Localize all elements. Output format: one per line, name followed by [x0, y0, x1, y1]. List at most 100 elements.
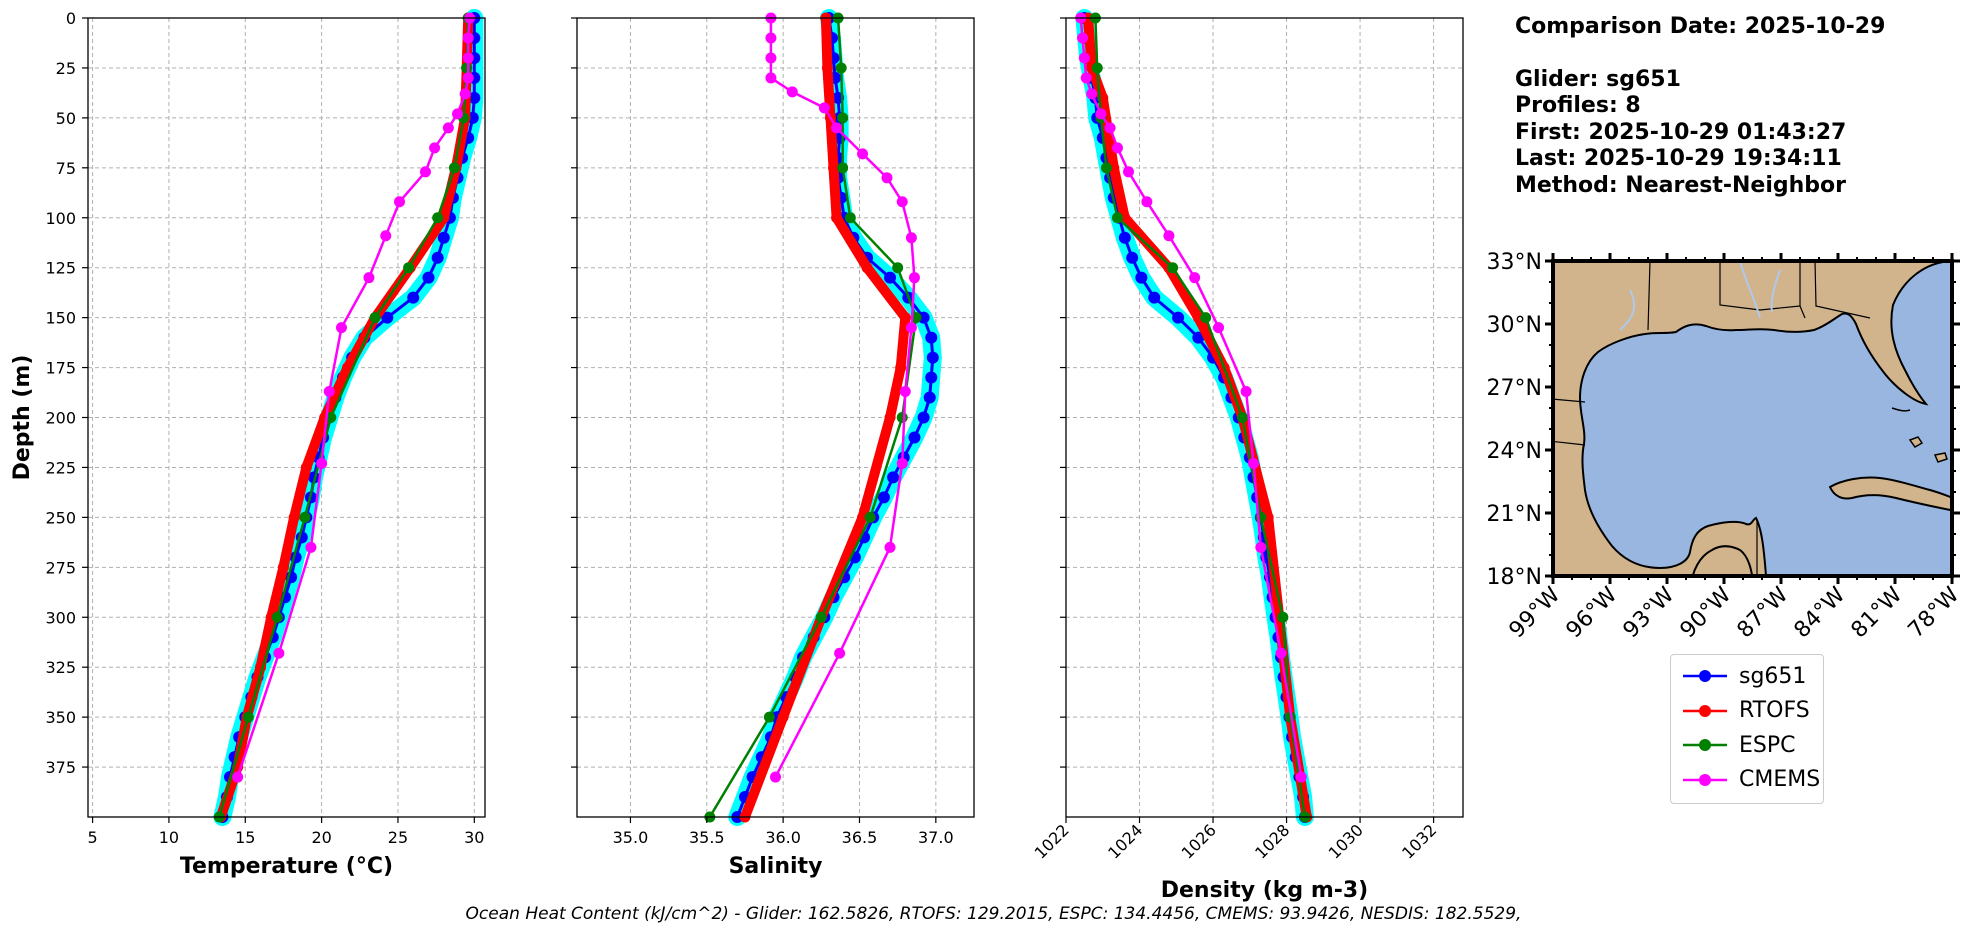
data-point-CMEMS	[765, 72, 777, 84]
map-rivers	[1619, 261, 1781, 331]
map-lon-label: 84°W	[1790, 582, 1851, 643]
legend-swatch	[1683, 704, 1727, 717]
ohc-footer: Ocean Heat Content (kJ/cm^2) - Glider: 1…	[465, 904, 1522, 924]
data-point-RTOFS	[777, 711, 789, 723]
data-point-CMEMS	[881, 172, 893, 184]
map-land-bahamas	[1908, 436, 1948, 463]
legend-item-RTOFS: RTOFS	[1681, 694, 1810, 728]
data-point-CMEMS	[335, 322, 347, 334]
x-tick-label: 10	[159, 828, 179, 847]
y-tick-label: 125	[45, 259, 76, 278]
map-panel: 33°N 30°N 27°N 24°N 21°N 18°N99°W96°W93°W90°W…	[1487, 250, 1965, 643]
data-point-sg651	[1192, 331, 1205, 344]
data-point-sg651	[422, 271, 435, 284]
data-point-CMEMS	[462, 72, 474, 84]
x-tick-label: 5	[87, 828, 97, 847]
data-point-sg651	[917, 311, 930, 324]
data-point-CMEMS	[305, 541, 317, 553]
legend-label: CMEMS	[1739, 767, 1821, 792]
map-frame	[1551, 259, 1954, 578]
x-tick-label: 1026	[1178, 820, 1220, 862]
legend-label: ESPC	[1739, 732, 1796, 758]
data-point-sg651	[923, 391, 936, 404]
y-tick-label: 200	[45, 409, 76, 428]
data-point-ESPC	[763, 711, 775, 723]
data-point-CMEMS	[1255, 541, 1267, 553]
info-block: Comparison Date: 2025-10-29 Glider: sg65…	[1515, 14, 1885, 199]
y-tick-label: 375	[45, 758, 76, 777]
data-point-CMEMS	[1095, 108, 1107, 120]
data-point-ESPC	[892, 262, 904, 274]
x-tick-label: 35.0	[613, 828, 649, 847]
data-point-CMEMS	[899, 386, 911, 398]
panel-3: 1022 1024 1026 1028 1030 1032 Density (kg m-3)	[1031, 9, 1464, 903]
x-tick-label: 1024	[1104, 820, 1146, 862]
series-line-ESPC	[218, 17, 470, 818]
data-point-CMEMS	[1213, 322, 1225, 334]
data-point-sg651	[917, 411, 930, 424]
data-point-ESPC	[242, 711, 254, 723]
map-land-north	[1553, 261, 1952, 576]
map-lat-label: 30°N	[1487, 313, 1542, 338]
data-point-RTOFS	[899, 312, 911, 324]
map-land-yucatan	[1691, 545, 1754, 576]
legend-swatch-marker	[1699, 739, 1711, 751]
data-point-CMEMS	[770, 771, 781, 783]
data-point-CMEMS	[765, 32, 777, 44]
data-point-ESPC	[299, 511, 311, 523]
data-point-sg651	[926, 351, 939, 364]
x-tick-label: 1032	[1398, 820, 1440, 862]
legend-swatch-marker	[1699, 773, 1711, 786]
x-tick-label: 35.5	[689, 828, 725, 847]
map-lon-label: 90°W	[1676, 582, 1737, 643]
x-tick-label: 37.0	[918, 828, 954, 847]
legend-swatch	[1683, 739, 1727, 751]
data-point-ESPC	[1111, 212, 1123, 224]
data-point-CMEMS	[786, 86, 798, 98]
data-point-CMEMS	[419, 166, 431, 178]
series-line-ESPC	[708, 17, 918, 818]
y-tick-label: 50	[56, 109, 76, 128]
x-tick-label: 1028	[1251, 820, 1293, 862]
y-axis-label: Depth (m)	[10, 355, 35, 481]
data-point-CMEMS	[459, 88, 471, 100]
data-point-CMEMS	[1295, 771, 1307, 783]
data-point-CMEMS	[1122, 166, 1134, 178]
glider-name: Glider: sg651	[1515, 66, 1681, 92]
data-point-CMEMS	[1078, 52, 1090, 64]
y-tick-label: 275	[45, 558, 76, 577]
y-tick-label: 250	[45, 508, 76, 527]
data-point-RTOFS	[288, 511, 300, 523]
y-tick-label: 300	[45, 608, 76, 627]
data-point-CMEMS	[1086, 88, 1098, 100]
data-point-RTOFS	[821, 62, 833, 74]
data-point-sg651	[925, 331, 938, 344]
legend-swatch-marker	[1699, 670, 1711, 682]
data-point-ESPC	[1091, 62, 1103, 74]
data-point-RTOFS	[831, 212, 843, 224]
data-point-CMEMS	[429, 142, 441, 154]
x-tick-label: 20	[311, 828, 331, 847]
last-time: Last: 2025-10-29 19:34:11	[1515, 146, 1842, 171]
map-land-florida-keys	[1891, 407, 1911, 412]
x-axis-label: Salinity	[729, 854, 823, 879]
data-point-ESPC	[815, 611, 827, 623]
legend-swatch	[1683, 670, 1727, 682]
y-tick-label: 175	[45, 359, 76, 378]
data-point-RTOFS	[895, 362, 907, 374]
data-point-CMEMS	[1163, 230, 1175, 242]
data-point-CMEMS	[462, 32, 474, 44]
data-point-ESPC	[844, 212, 856, 224]
data-point-RTOFS	[277, 561, 289, 573]
data-point-CMEMS	[462, 52, 474, 64]
x-tick-label: 30	[464, 828, 484, 847]
map-lon-label: 99°W	[1505, 582, 1566, 643]
data-point-sg651	[877, 491, 890, 504]
data-point-RTOFS	[342, 362, 354, 374]
data-point-CMEMS	[273, 647, 285, 659]
data-point-sg651	[884, 271, 897, 284]
data-point-sg651	[908, 431, 921, 444]
data-point-sg651	[437, 231, 450, 244]
data-point-CMEMS	[905, 232, 917, 244]
